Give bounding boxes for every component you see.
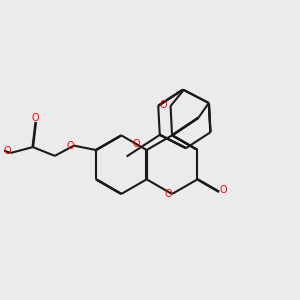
- Text: O: O: [164, 189, 172, 199]
- Text: O: O: [220, 185, 227, 195]
- Text: O: O: [31, 113, 39, 123]
- Text: O: O: [67, 141, 74, 151]
- Text: O: O: [4, 146, 11, 157]
- Text: O: O: [133, 139, 140, 149]
- Text: O: O: [159, 100, 167, 110]
